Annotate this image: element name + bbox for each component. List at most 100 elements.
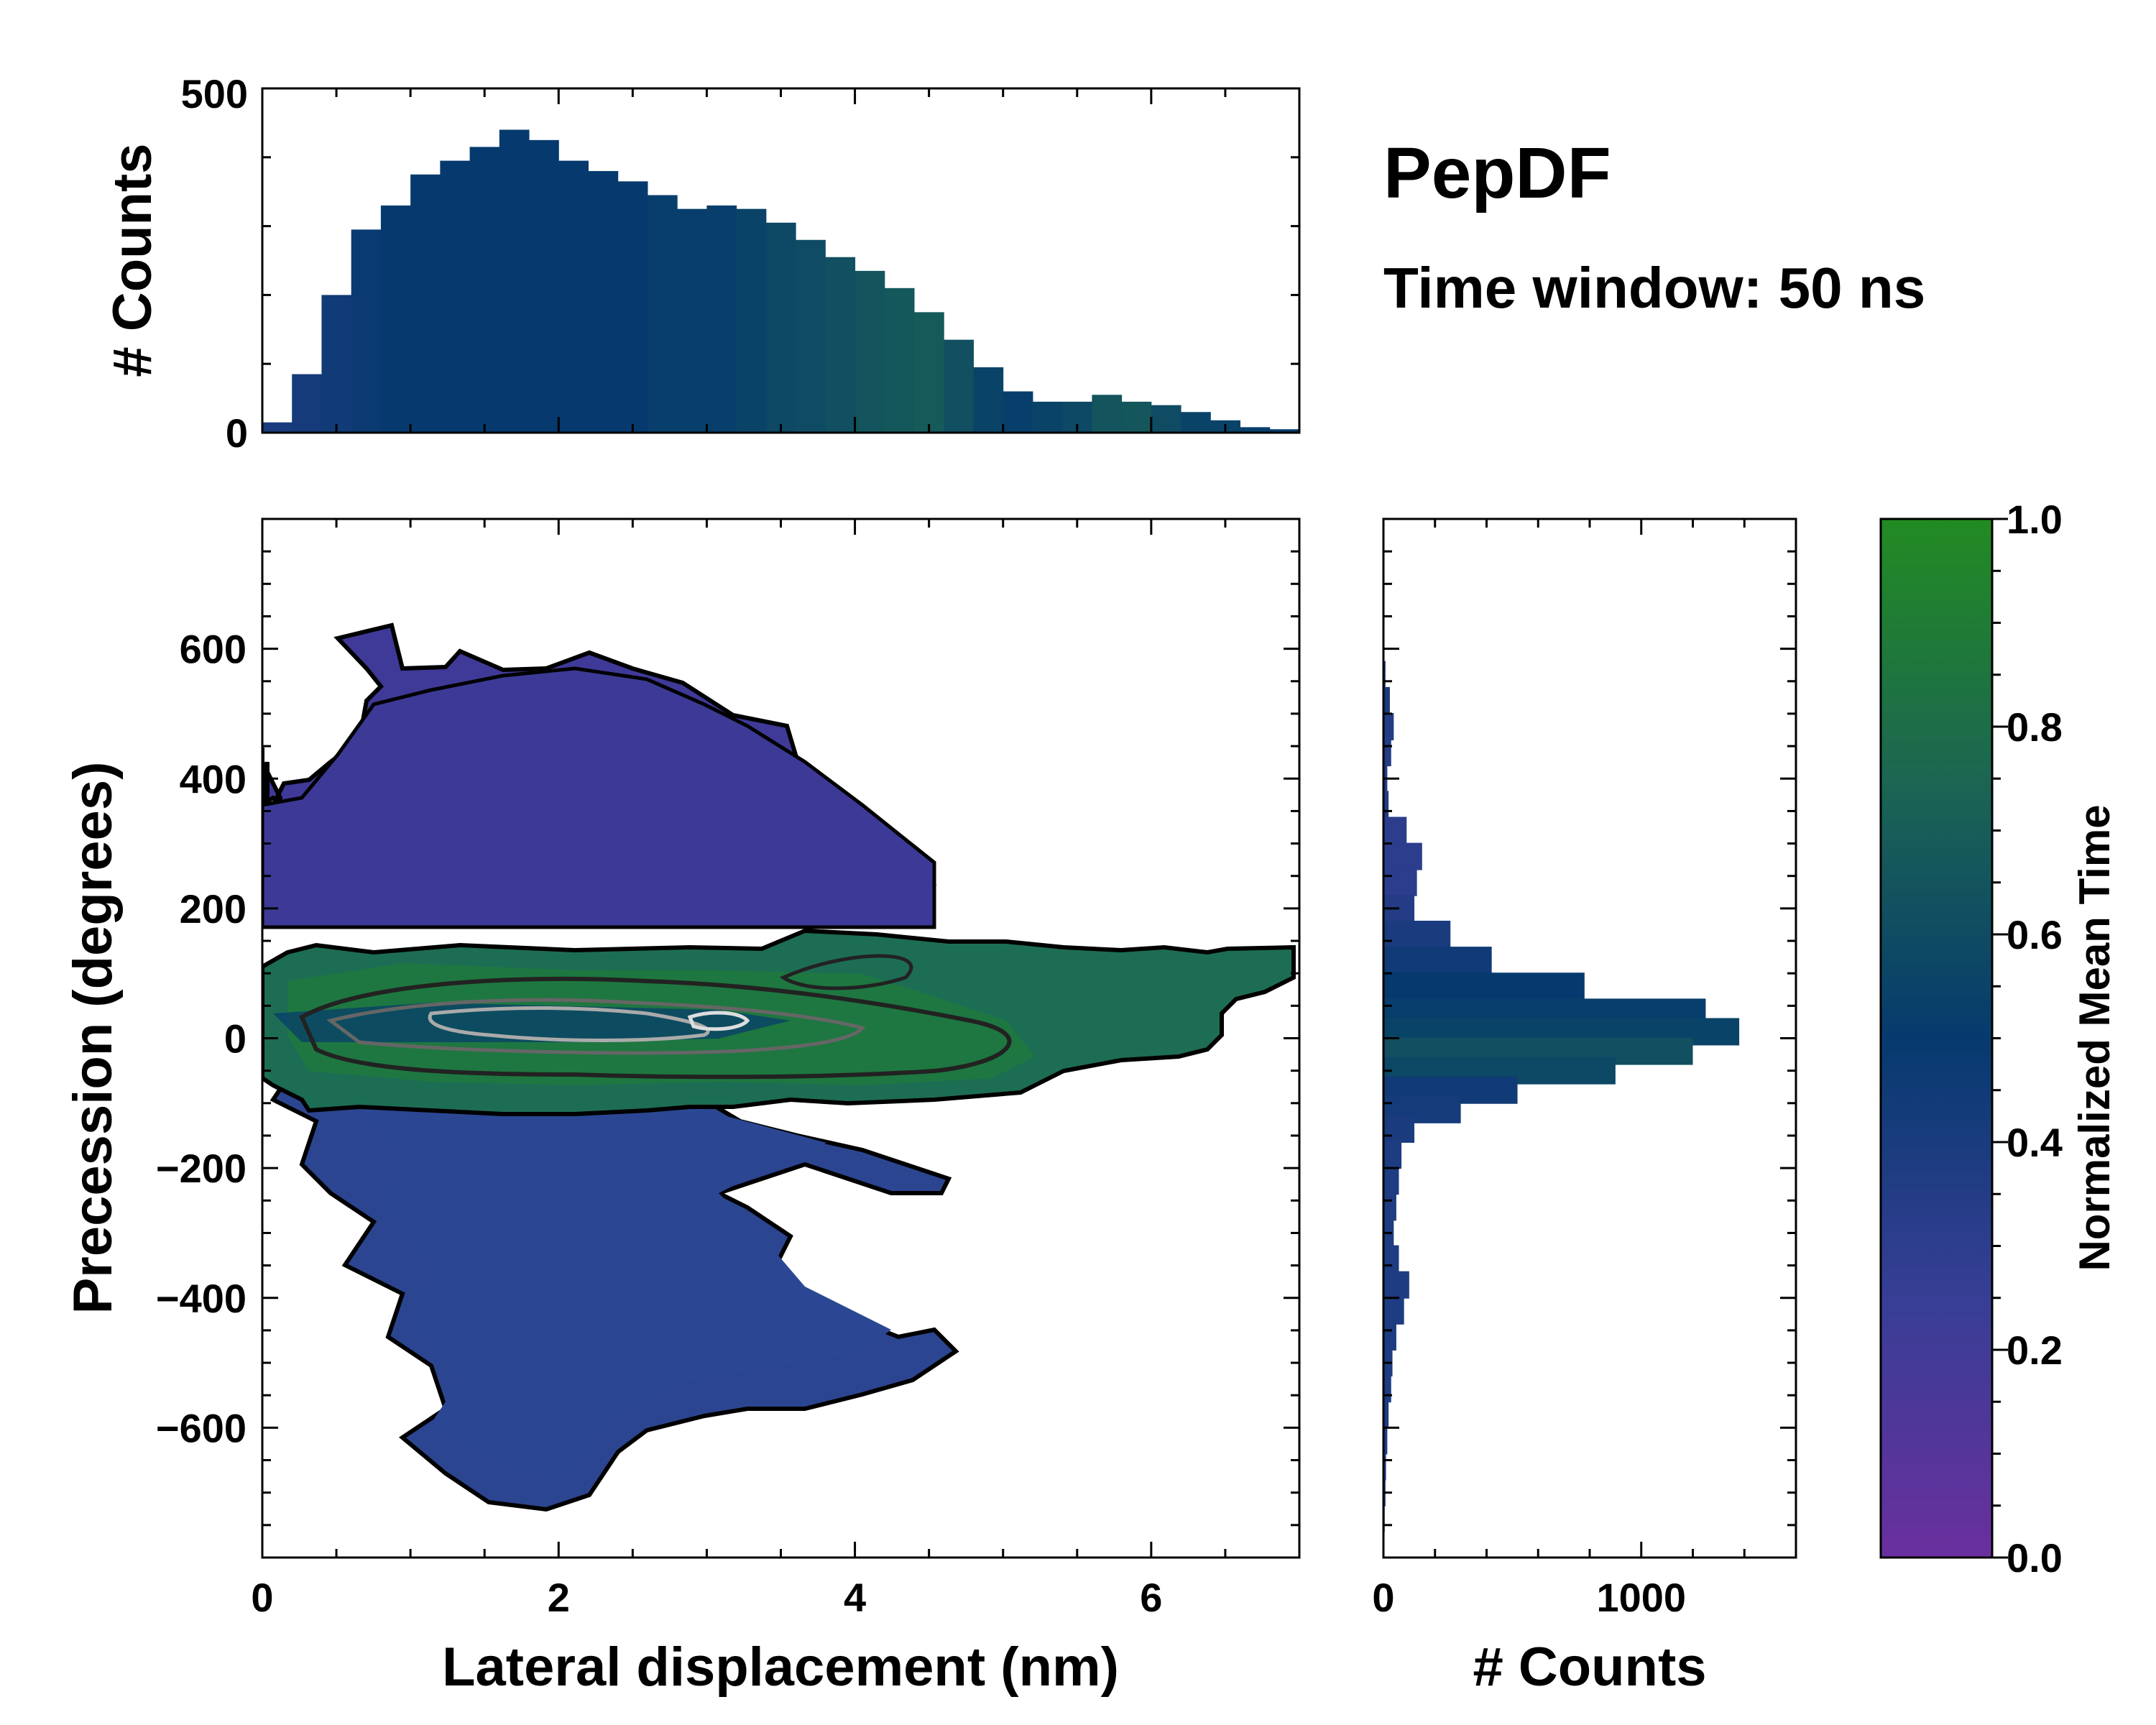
top-histogram-bar	[1240, 427, 1271, 433]
colorbar-gradient	[1879, 518, 1994, 1559]
top-histogram-bar	[262, 422, 292, 433]
top-histogram-bar	[706, 205, 737, 433]
top-histogram-bar	[1092, 395, 1123, 433]
top-histogram-bar	[1151, 405, 1181, 433]
top-histogram-bar	[1032, 401, 1063, 433]
main-y-tick-label: −400	[156, 1276, 247, 1321]
main-x-tick-labels: 0 2 4 6	[251, 1575, 1162, 1620]
top-histogram-bar	[529, 139, 559, 433]
colorbar-tick-label: 0.8	[2007, 704, 2063, 750]
main-y-tick-label: −600	[156, 1405, 247, 1450]
top-histogram-bar	[1181, 412, 1211, 433]
upper-cloud-body	[262, 666, 936, 929]
colorbar-tick-label: 0.0	[2007, 1535, 2063, 1581]
right-histogram-bar	[1383, 1322, 1396, 1351]
top-histogram-bar	[321, 295, 352, 433]
top-histogram-bar	[647, 195, 678, 433]
main-x-axis-title: Lateral displacement (nm)	[442, 1637, 1119, 1698]
top-histogram-bar	[588, 170, 619, 433]
main-x-tick-label: 6	[1140, 1575, 1162, 1620]
top-histogram-bar	[380, 205, 411, 433]
colorbar-tick-labels: 1.0 0.8 0.6 0.4 0.2 0.0	[2007, 497, 2063, 1581]
colorbar-tick-label: 1.0	[2007, 497, 2063, 542]
top-histogram-bar	[410, 174, 441, 433]
top-histogram-bar	[914, 312, 944, 433]
right-x-axis-title: # Counts	[1473, 1637, 1706, 1698]
right-x-tick-label: 0	[1372, 1575, 1394, 1620]
density-contour	[687, 1011, 750, 1031]
top-histogram-bars	[262, 129, 1300, 433]
right-histogram-bar	[1383, 842, 1422, 870]
top-histogram-bar	[944, 339, 974, 433]
right-histogram-bar	[1383, 1375, 1391, 1403]
top-histogram-bar	[1269, 429, 1300, 433]
top-histogram-bar	[825, 257, 856, 433]
right-histogram-bar	[1383, 1401, 1389, 1429]
top-histogram-bar	[440, 160, 471, 433]
right-histogram-bar	[1383, 1115, 1415, 1143]
top-y-axis-title: # Counts	[102, 143, 163, 377]
right-histogram-bar	[1383, 921, 1451, 948]
right-histogram-bar	[1383, 1297, 1404, 1325]
main-y-tick-label: 400	[180, 756, 247, 801]
colorbar-tick-label: 0.4	[2007, 1120, 2063, 1165]
main-x-tick-label: 2	[548, 1575, 570, 1620]
top-histogram-bar	[499, 129, 530, 433]
top-histogram-bar	[884, 288, 915, 433]
top-histogram-bar	[973, 367, 1004, 433]
right-histogram-bar	[1383, 686, 1390, 714]
top-histogram-bar	[736, 208, 767, 433]
main-ticks	[261, 519, 1301, 1558]
colorbar-ticks	[1992, 518, 2008, 1559]
main-heatmap: 0 2 4 6 600 400 200 0 −200 −400 −600 Lateral disp…	[63, 518, 1301, 1698]
right-histogram-bar	[1383, 1141, 1402, 1169]
right-histogram-bar	[1383, 1193, 1396, 1221]
main-y-tick-labels: 600 400 200 0 −200 −400 −600	[156, 627, 247, 1451]
top-histogram-bar	[1121, 401, 1152, 433]
main-x-tick-label: 0	[251, 1575, 273, 1620]
right-x-tick-labels: 0 1000	[1372, 1575, 1686, 1620]
central-band-blue-core	[273, 1003, 791, 1042]
right-histogram-bar	[1383, 1427, 1388, 1455]
right-histogram-bar	[1383, 791, 1389, 819]
right-histogram-bar	[1383, 972, 1585, 1000]
right-histogram-bar	[1383, 1245, 1399, 1273]
main-y-axis-title: Precession (degrees)	[63, 762, 124, 1315]
top-histogram-bar	[677, 208, 707, 433]
main-y-tick-label: 600	[180, 627, 247, 672]
colorbar-tick-label: 0.6	[2007, 912, 2063, 957]
top-histogram-ticks	[261, 87, 1301, 434]
density-contour	[326, 998, 866, 1055]
right-histogram-bar	[1383, 1167, 1399, 1195]
top-ytick-label: 0	[226, 410, 248, 456]
right-histogram-bar	[1383, 1453, 1386, 1481]
right-histogram-bar	[1383, 947, 1492, 975]
right-histogram-ticks	[1382, 519, 1796, 1558]
right-histogram-bar	[1383, 1271, 1409, 1299]
right-histogram-bar	[1383, 868, 1417, 896]
colorbar-tick-label: 0.2	[2007, 1328, 2063, 1373]
density-contour	[299, 977, 1012, 1080]
right-histogram-bars	[1383, 661, 1740, 1532]
right-x-tick-label: 1000	[1596, 1575, 1686, 1620]
density-contour	[428, 1006, 710, 1042]
main-y-tick-label: −200	[156, 1146, 247, 1191]
top-histogram: 500 0 # Counts	[102, 71, 1301, 456]
main-x-tick-label: 4	[844, 1575, 866, 1620]
colorbar-title: Normalized Mean Time	[2070, 804, 2119, 1271]
top-histogram-bar	[351, 229, 382, 433]
right-histogram-bar	[1383, 816, 1407, 845]
right-histogram-bar	[1383, 739, 1391, 767]
top-histogram-bar	[796, 239, 826, 433]
top-histogram-bar	[292, 374, 322, 433]
top-histogram-bar	[854, 270, 885, 433]
colorbar: 1.0 0.8 0.6 0.4 0.2 0.0 Normalized Mean Time	[1879, 497, 2119, 1581]
lower-cloud-body	[282, 1092, 891, 1481]
right-histogram-bar	[1383, 713, 1394, 740]
figure-subtitle: Time window: 50 ns	[1383, 256, 1925, 320]
main-y-tick-label: 200	[180, 886, 247, 932]
top-histogram-bar	[617, 181, 648, 433]
top-histogram-bar	[558, 160, 589, 433]
density-contour	[779, 954, 913, 990]
